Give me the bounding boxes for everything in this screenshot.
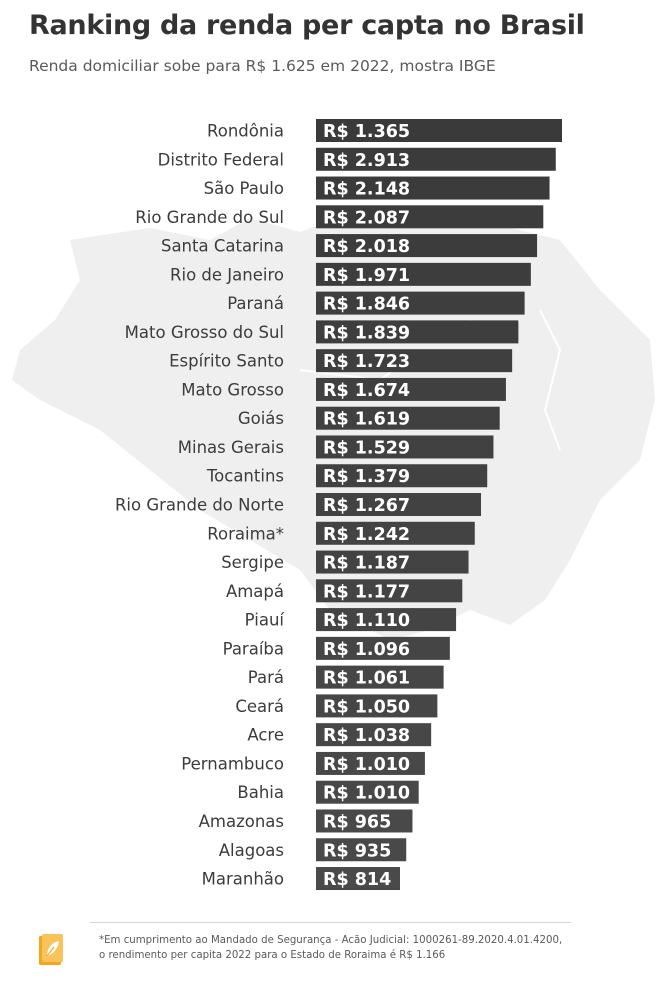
value-label: R$ 2.148 (323, 180, 410, 200)
bars (316, 119, 562, 891)
value-label: R$ 1.177 (323, 582, 410, 602)
bar (316, 147, 556, 171)
value-label: R$ 1.839 (323, 323, 410, 343)
footnote-line-1: *Em cumprimento ao Mandado de Segurança … (99, 935, 563, 946)
page-title: Ranking da renda per capta no Brasil (29, 10, 585, 41)
value-label: R$ 1.096 (323, 640, 410, 660)
category-label: Distrito Federal (158, 150, 284, 169)
category-label: Rio de Janeiro (170, 265, 284, 284)
bar (316, 723, 432, 747)
value-label: R$ 1.619 (323, 410, 410, 430)
category-label: Amapá (226, 582, 284, 601)
category-labels: Rondônia Distrito Federal São Paulo Rio Gra… (115, 122, 285, 889)
value-label: R$ 1.674 (323, 381, 410, 401)
category-label: Goiás (238, 409, 284, 428)
bar (316, 521, 475, 545)
value-label: R$ 1.010 (323, 784, 410, 804)
category-label: Mato Grosso do Sul (125, 323, 284, 342)
value-label: R$ 1.187 (323, 554, 410, 574)
category-label: Pará (248, 668, 284, 687)
category-label: Alagoas (219, 841, 284, 860)
value-label: R$ 2.018 (323, 237, 410, 257)
bar (316, 464, 488, 488)
footnote-line-2: o rendimento per capita 2022 para o Esta… (99, 950, 446, 961)
category-label: Acre (247, 726, 284, 745)
category-label: Mato Grosso (181, 380, 284, 399)
leaf-book-icon (39, 934, 63, 965)
bar (316, 665, 444, 689)
bar (316, 809, 413, 833)
value-label: R$ 1.529 (323, 438, 410, 458)
value-label: R$ 1.061 (323, 669, 410, 689)
category-label: Maranhão (202, 870, 284, 889)
bar (316, 550, 469, 574)
value-label: R$ 2.913 (323, 151, 410, 171)
category-label: Piauí (245, 611, 286, 630)
bar (316, 435, 494, 459)
footer-divider (90, 922, 571, 923)
value-labels: R$ 1.365 R$ 2.913 R$ 2.148 R$ 2.087 R$ 2.018… (323, 122, 410, 890)
category-label: Ceará (235, 697, 284, 716)
bar (316, 377, 506, 401)
value-label: R$ 1.242 (323, 525, 410, 545)
bar (316, 751, 425, 775)
value-label: R$ 1.038 (323, 726, 410, 746)
category-label: Espírito Santo (169, 352, 284, 371)
bar (316, 867, 400, 891)
bar (316, 349, 513, 373)
value-label: R$ 1.365 (323, 122, 410, 142)
bar-chart: Rondônia Distrito Federal São Paulo Rio Gra… (115, 119, 562, 891)
category-label: Minas Gerais (178, 438, 284, 457)
category-label: Paraíba (223, 639, 284, 658)
page-subtitle: Renda domiciliar sobe para R$ 1.625 em 2… (29, 57, 496, 75)
value-label: R$ 935 (323, 841, 391, 861)
bar (316, 262, 531, 286)
value-label: R$ 1.379 (323, 467, 410, 487)
bar (316, 579, 463, 603)
bar (316, 291, 525, 315)
bar (316, 320, 519, 344)
category-label: Paraná (227, 294, 284, 313)
category-label: Amazonas (199, 812, 284, 831)
category-label: Pernambuco (181, 754, 284, 773)
bar (316, 838, 407, 862)
bar (316, 694, 438, 718)
bar (316, 780, 419, 804)
category-label: Sergipe (221, 553, 284, 572)
bar (316, 636, 450, 660)
value-label: R$ 1.267 (323, 496, 410, 516)
bar (316, 493, 481, 517)
value-label: R$ 1.010 (323, 755, 410, 775)
bar (316, 205, 544, 229)
bar (316, 176, 550, 200)
value-label: R$ 1.846 (323, 295, 410, 315)
category-label: Bahia (237, 783, 284, 802)
category-label: Santa Catarina (161, 237, 284, 256)
bar (316, 119, 562, 142)
bar (316, 234, 538, 258)
category-label: Rio Grande do Sul (135, 208, 284, 227)
category-label: São Paulo (204, 179, 284, 198)
category-label: Roraima* (207, 524, 284, 543)
category-label: Rondônia (207, 122, 284, 141)
value-label: R$ 2.087 (323, 208, 410, 228)
value-label: R$ 1.110 (323, 611, 410, 631)
value-label: R$ 814 (323, 870, 391, 890)
category-label: Rio Grande do Norte (115, 496, 284, 515)
value-label: R$ 1.050 (323, 697, 410, 717)
value-label: R$ 1.723 (323, 352, 410, 372)
bar (316, 406, 500, 430)
category-label: Tocantins (206, 467, 284, 486)
value-label: R$ 965 (323, 812, 391, 832)
footnote: *Em cumprimento ao Mandado de Segurança … (99, 933, 639, 963)
bar (316, 608, 457, 632)
value-label: R$ 1.971 (323, 266, 410, 286)
